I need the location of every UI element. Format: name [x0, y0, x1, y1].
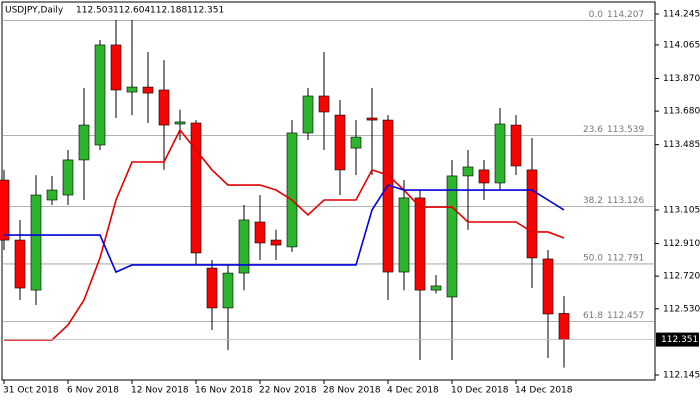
- candle-body: [558, 313, 570, 340]
- fib-label: 23.6: [583, 125, 603, 135]
- candle-body: [286, 132, 298, 248]
- candle-body: [78, 124, 90, 161]
- x-tick-label: 4 Dec 2018: [387, 386, 439, 396]
- y-tick-label: 112.910: [663, 239, 700, 249]
- fib-value: 114.207: [607, 10, 644, 20]
- fib-label: 61.8: [583, 311, 603, 321]
- fib-value: 112.791: [607, 253, 644, 263]
- y-tick-label: 113.680: [663, 107, 700, 117]
- candle-body: [366, 117, 378, 121]
- header-low: 112.188: [150, 6, 187, 16]
- x-tick-label: 28 Nov 2018: [323, 386, 381, 396]
- candle-body: [254, 221, 266, 244]
- x-tick-label: 10 Dec 2018: [451, 386, 509, 396]
- candle-body: [238, 219, 250, 274]
- y-tick-label: 114.245: [663, 10, 700, 20]
- y-tick-label: 112.145: [663, 371, 700, 381]
- y-tick-label: 113.105: [663, 205, 700, 215]
- candle-body: [158, 89, 170, 126]
- candle-body: [382, 119, 394, 273]
- candle-body: [174, 121, 186, 125]
- candle-body: [46, 189, 58, 201]
- candle-body: [334, 114, 346, 171]
- fib-label: 38.2: [583, 196, 603, 206]
- candle-body: [14, 239, 26, 289]
- x-tick-label: 14 Dec 2018: [515, 386, 573, 396]
- y-tick-label: 112.720: [663, 272, 700, 282]
- y-tick-label: 112.530: [663, 304, 700, 314]
- candle-body: [30, 194, 42, 291]
- price-label: 112.351: [661, 335, 698, 345]
- fib-label: 50.0: [583, 253, 603, 263]
- candle-body: [0, 179, 10, 241]
- candle-body: [414, 197, 426, 291]
- candle-body: [94, 44, 106, 146]
- candle-body: [206, 267, 218, 309]
- candle-body: [526, 169, 538, 259]
- fib-label: 0.0: [589, 10, 604, 20]
- x-tick-label: 22 Nov 2018: [259, 386, 317, 396]
- x-tick-label: 6 Nov 2018: [67, 386, 119, 396]
- candle-body: [398, 197, 410, 273]
- header-close: 112.351: [187, 6, 224, 16]
- candle-body: [302, 95, 314, 134]
- candle-body: [142, 86, 154, 94]
- header-open: 112.503: [76, 6, 113, 16]
- indicator-line: [4, 128, 565, 341]
- chart-title: USDJPY,Daily: [5, 6, 64, 16]
- candle-body: [318, 95, 330, 113]
- y-tick-label: 113.870: [663, 74, 700, 84]
- candle-body: [494, 123, 506, 184]
- x-tick-label: 12 Nov 2018: [131, 386, 189, 396]
- y-tick-label: 113.485: [663, 140, 700, 150]
- x-tick-label: 31 Oct 2018: [3, 386, 59, 396]
- candle-body: [126, 86, 138, 93]
- y-tick-label: 114.065: [663, 40, 700, 50]
- indicator-line: [4, 184, 565, 274]
- candle-body: [222, 272, 234, 309]
- header: USDJPY,Daily 112.503 112.604 112.188 112…: [5, 6, 224, 16]
- fib-value: 112.457: [607, 311, 644, 321]
- fib-value: 113.539: [607, 125, 644, 135]
- fib-value: 113.126: [607, 196, 644, 206]
- candle-body: [62, 159, 74, 196]
- candle-body: [478, 169, 490, 184]
- candle-body: [270, 239, 282, 246]
- x-tick-label: 16 Nov 2018: [195, 386, 253, 396]
- candle-body: [446, 175, 458, 298]
- candle-body: [510, 124, 522, 167]
- candle-body: [462, 166, 474, 177]
- candle-body: [350, 136, 362, 149]
- candle-body: [190, 122, 202, 254]
- candle-body: [110, 44, 122, 91]
- header-high: 112.604: [113, 6, 150, 16]
- candle-body: [542, 258, 554, 315]
- candle-body: [430, 285, 442, 291]
- price-box: [656, 332, 699, 347]
